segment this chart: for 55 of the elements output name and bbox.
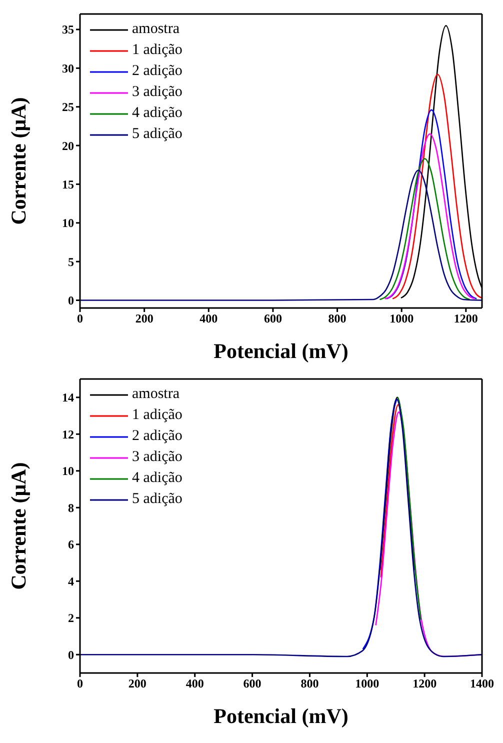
x-tick-label: 200 xyxy=(128,676,146,691)
legend-label: amostra xyxy=(132,385,180,404)
y-axis-title: Corrente (μA) xyxy=(6,97,30,225)
y-tick-label: 2 xyxy=(68,611,74,626)
line-series xyxy=(392,74,482,300)
y-tick-label: 0 xyxy=(68,648,74,662)
y-tick-label: 6 xyxy=(68,538,74,552)
x-tick-label: 400 xyxy=(200,312,218,326)
legend-label: amostra xyxy=(132,20,180,39)
x-tick-label: 400 xyxy=(186,676,204,691)
x-tick-label: 200 xyxy=(135,312,154,326)
legend-label: 5 adição xyxy=(132,125,182,144)
y-tick-label: 15 xyxy=(62,177,74,192)
line-series xyxy=(362,398,398,650)
y-tick-label: 20 xyxy=(62,138,74,153)
line-series xyxy=(379,158,470,300)
legend-label: 2 adição xyxy=(132,62,182,81)
y-tick-label: 35 xyxy=(62,22,74,37)
x-tick-label: 600 xyxy=(243,676,262,691)
legend-label: 2 adição xyxy=(132,427,182,446)
y-tick-label: 0 xyxy=(68,294,74,308)
line-series xyxy=(80,170,482,301)
x-tick-label: 1400 xyxy=(470,676,494,691)
y-tick-label: 10 xyxy=(62,216,74,230)
legend-label: 4 adição xyxy=(132,469,182,488)
legend-label: 3 adição xyxy=(132,448,182,467)
x-tick-label: 1000 xyxy=(355,676,380,691)
x-tick-label: 1200 xyxy=(412,676,437,691)
legend-label: 1 adição xyxy=(132,41,182,60)
line-series xyxy=(397,396,422,620)
y-tick-label: 25 xyxy=(62,100,74,114)
line-series xyxy=(386,109,478,300)
legend-label: 1 adição xyxy=(132,406,182,425)
x-tick-label: 0 xyxy=(77,312,83,326)
y-tick-label: 4 xyxy=(68,574,74,588)
y-tick-label: 10 xyxy=(62,464,74,478)
y-tick-label: 14 xyxy=(62,390,74,405)
y-tick-label: 5 xyxy=(68,254,74,269)
x-tick-label: 600 xyxy=(264,312,282,326)
legend-label: 3 adição xyxy=(132,83,182,102)
x-tick-label: 1000 xyxy=(390,312,414,326)
x-axis-title: Potencial (mV) xyxy=(214,704,348,728)
y-tick-label: 8 xyxy=(68,500,74,515)
y-tick-label: 30 xyxy=(62,61,74,76)
x-tick-label: 800 xyxy=(300,676,319,691)
line-series xyxy=(384,133,476,300)
x-axis-title: Potencial (mV) xyxy=(214,339,348,363)
legend-label: 5 adição xyxy=(132,490,182,509)
y-tick-label: 12 xyxy=(62,427,74,442)
y-axis-title: Corrente (μA) xyxy=(6,462,30,590)
x-tick-label: 800 xyxy=(328,312,346,326)
x-tick-label: 0 xyxy=(77,676,83,691)
x-tick-label: 1200 xyxy=(454,312,478,326)
legend-label: 4 adição xyxy=(132,104,182,123)
line-series xyxy=(80,398,482,658)
